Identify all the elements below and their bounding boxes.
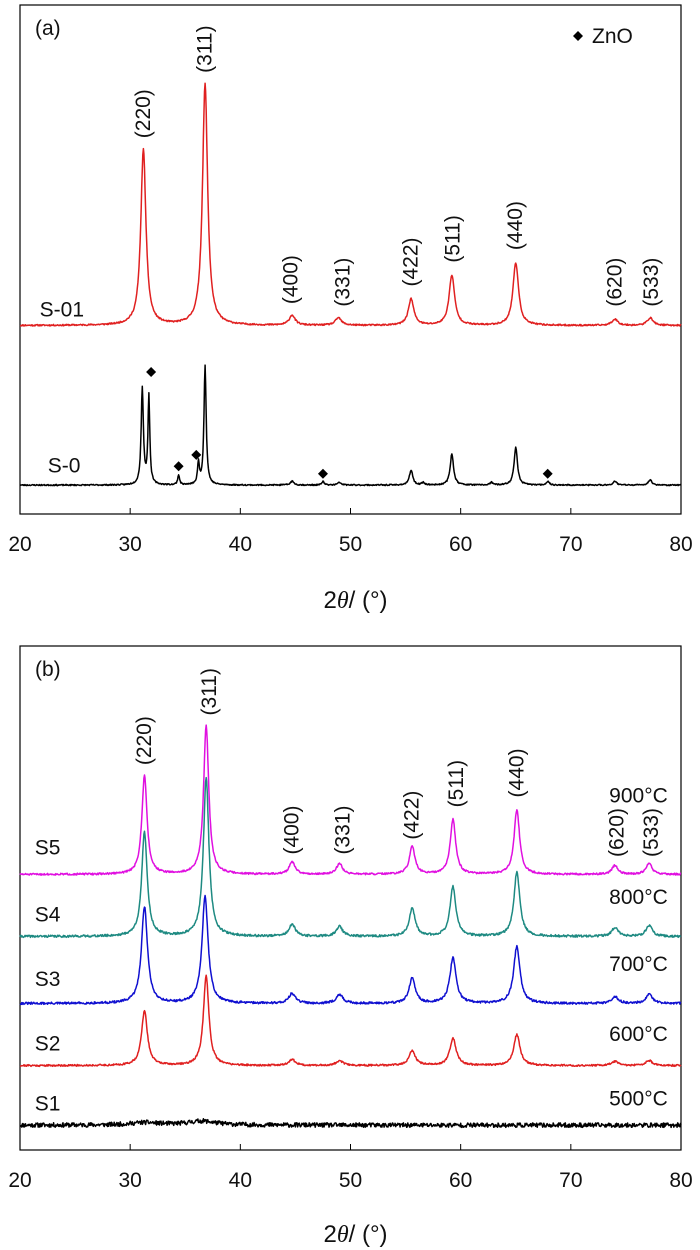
zno-marker bbox=[317, 468, 328, 479]
x-tick-label: 20 bbox=[8, 533, 31, 556]
curve-label: S3 bbox=[35, 968, 61, 991]
series-line-s-0 bbox=[19, 364, 682, 487]
zno-marker bbox=[191, 449, 202, 460]
plot-frame bbox=[19, 645, 682, 1151]
zno-marker bbox=[146, 366, 157, 377]
zno-marker bbox=[173, 461, 184, 472]
panel-a-chart: 20 30 40 50 60 70 80 2θ/ (°) (a) S-01 S-0 (220) (311… bbox=[8, 4, 693, 614]
hkl-label: (220) bbox=[132, 89, 155, 138]
curve-label: S1 bbox=[35, 1092, 61, 1115]
hkl-label: (311) bbox=[198, 668, 221, 715]
series-line-s2 bbox=[19, 974, 682, 1068]
series-line-s-01 bbox=[19, 82, 682, 327]
zno-marker bbox=[542, 468, 553, 479]
hkl-label: (533) bbox=[640, 808, 663, 857]
x-axis-label: 2θ/ (°) bbox=[323, 587, 387, 614]
x-tick-label: 30 bbox=[118, 1169, 141, 1192]
hkl-label: (440) bbox=[504, 201, 527, 250]
temperature-label: 700°C bbox=[609, 953, 668, 976]
x-tick-label: 40 bbox=[229, 533, 252, 556]
hkl-label: (440) bbox=[505, 748, 528, 797]
curve-label: S5 bbox=[35, 837, 61, 860]
curve-label: S2 bbox=[35, 1033, 61, 1056]
hkl-label: (311) bbox=[194, 25, 217, 72]
curve-label: S-0 bbox=[48, 455, 81, 478]
temperature-label: 500°C bbox=[609, 1087, 668, 1110]
hkl-label: (422) bbox=[400, 237, 423, 286]
series-line-s5 bbox=[19, 724, 682, 876]
hkl-label: (620) bbox=[606, 808, 629, 857]
temperature-label: 800°C bbox=[609, 886, 668, 909]
hkl-label: (422) bbox=[401, 791, 424, 840]
hkl-label: (400) bbox=[280, 255, 303, 304]
x-tick-label: 60 bbox=[449, 1169, 472, 1192]
legend-marker bbox=[573, 31, 583, 41]
curve-label: S4 bbox=[35, 904, 61, 927]
x-tick-label: 80 bbox=[669, 533, 692, 556]
panel-b-chart: 20 30 40 50 60 70 80 2θ/ (°) (b) S5 S4 S3 S2 S1 900°C 8… bbox=[8, 645, 693, 1248]
series-line-s3 bbox=[19, 894, 682, 1006]
x-axis-label: 2θ/ (°) bbox=[323, 1221, 387, 1248]
hkl-label: (533) bbox=[640, 258, 663, 307]
legend-label: ZnO bbox=[592, 25, 633, 48]
x-tick-label: 60 bbox=[449, 533, 472, 556]
x-tick-label: 40 bbox=[229, 1169, 252, 1192]
hkl-label: (511) bbox=[445, 760, 468, 807]
temperature-label: 900°C bbox=[609, 784, 668, 807]
panel-label: (b) bbox=[35, 658, 61, 681]
panel-label: (a) bbox=[35, 17, 61, 40]
temperature-label: 600°C bbox=[609, 1023, 668, 1046]
hkl-label: (331) bbox=[331, 806, 354, 855]
hkl-label: (511) bbox=[441, 215, 464, 262]
series-line-s4 bbox=[19, 776, 682, 939]
hkl-label: (620) bbox=[603, 258, 626, 307]
hkl-label: (220) bbox=[133, 716, 156, 765]
x-tick-label: 50 bbox=[339, 1169, 362, 1192]
hkl-label: (331) bbox=[331, 258, 354, 307]
x-tick-label: 20 bbox=[8, 1169, 31, 1192]
x-tick-label: 80 bbox=[669, 1169, 692, 1192]
x-tick-label: 30 bbox=[118, 533, 141, 556]
x-tick-label: 70 bbox=[559, 1169, 582, 1192]
series-line-s1 bbox=[19, 1118, 682, 1129]
x-tick-label: 70 bbox=[559, 533, 582, 556]
hkl-label: (400) bbox=[281, 806, 304, 855]
x-tick-label: 50 bbox=[339, 533, 362, 556]
curve-label: S-01 bbox=[40, 299, 84, 322]
